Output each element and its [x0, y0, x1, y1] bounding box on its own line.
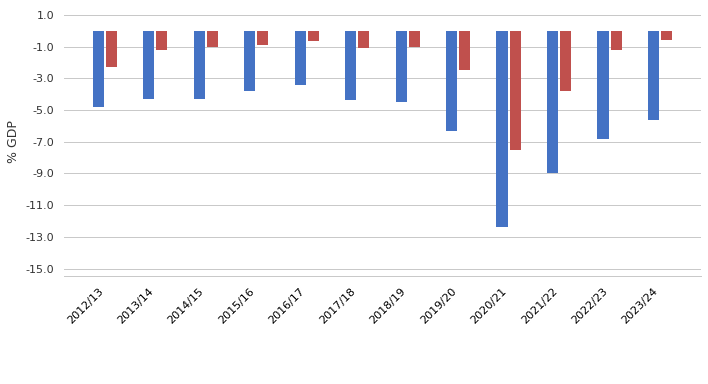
Bar: [409, 31, 420, 46]
Bar: [244, 31, 256, 91]
Bar: [143, 31, 154, 99]
Bar: [207, 31, 218, 46]
Bar: [396, 31, 406, 102]
Bar: [560, 31, 571, 91]
Bar: [156, 31, 168, 50]
Bar: [610, 31, 622, 50]
Bar: [93, 31, 104, 107]
Bar: [446, 31, 457, 131]
Bar: [358, 31, 370, 48]
Bar: [345, 31, 356, 101]
Bar: [547, 31, 558, 174]
Bar: [308, 31, 319, 41]
Bar: [459, 31, 470, 70]
Bar: [598, 31, 608, 139]
Bar: [510, 31, 520, 150]
Bar: [496, 31, 508, 227]
Bar: [194, 31, 205, 99]
Bar: [648, 31, 659, 119]
Y-axis label: % GDP: % GDP: [7, 120, 20, 163]
Bar: [295, 31, 306, 84]
Bar: [257, 31, 268, 45]
Bar: [106, 31, 117, 67]
Bar: [661, 31, 672, 40]
